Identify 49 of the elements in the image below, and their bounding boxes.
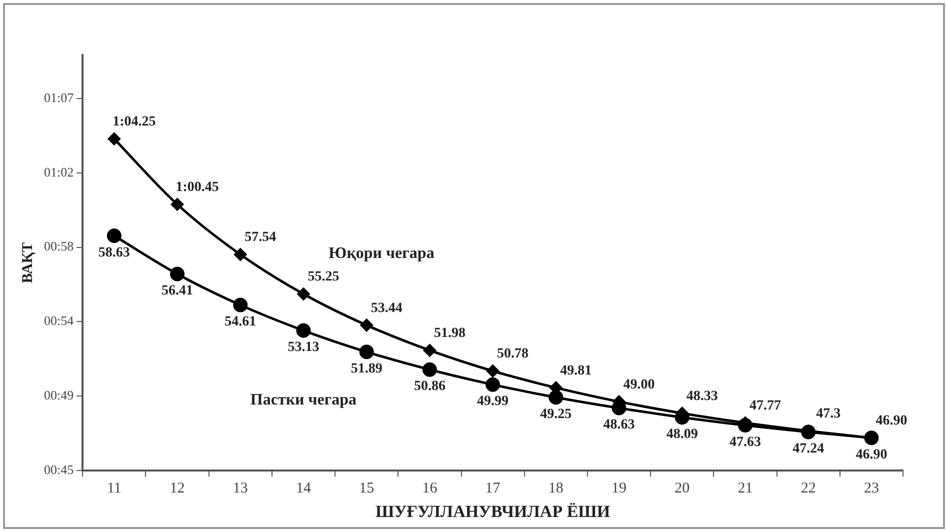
data-label: 53.13 [288, 340, 320, 356]
data-label: 46.90 [856, 447, 888, 462]
x-tick-label: 12 [170, 480, 185, 497]
data-label: 1:00.45 [176, 180, 219, 195]
x-tick-label: 18 [548, 480, 564, 497]
y-tick-label: 01:02 [44, 164, 74, 180]
y-tick-label: 01:07 [44, 90, 74, 105]
x-tick-label: 11 [106, 480, 122, 497]
text: Юқори чегара [328, 245, 434, 262]
data-label: 47.77 [749, 398, 781, 414]
y-tick-label: 00:54 [44, 313, 74, 328]
x-tick-label: 22 [800, 480, 816, 497]
data-label: 48.33 [686, 388, 718, 404]
data-label: 47.63 [729, 434, 761, 450]
y-tick-label: 00:45 [44, 462, 74, 478]
data-label: 55.25 [308, 270, 340, 285]
data-label: 51.89 [350, 361, 382, 376]
data-label: 51.98 [434, 326, 466, 341]
x-tick-label: 23 [864, 480, 879, 497]
data-label: 58.63 [98, 245, 130, 260]
data-label: 50.86 [414, 379, 446, 394]
data-label: 53.44 [370, 300, 402, 316]
data-label: 48.09 [666, 426, 698, 442]
x-tick-label: 20 [674, 480, 690, 497]
data-label: 50.78 [497, 346, 529, 362]
x-tick-label: 16 [422, 480, 438, 497]
data-label: 49.00 [623, 377, 655, 392]
text: Пастки чегара [250, 392, 357, 409]
y-axis-title: ВАҚТ [20, 242, 36, 284]
data-label: 57.54 [244, 230, 276, 246]
x-tick-label: 15 [359, 480, 374, 497]
y-tick-label: 00:58 [44, 238, 74, 254]
data-label: 49.99 [477, 394, 509, 410]
data-label: 49.81 [560, 363, 592, 378]
x-tick-label: 17 [485, 480, 501, 497]
data-label: 56.41 [162, 284, 194, 299]
x-tick-label: 19 [612, 480, 627, 497]
data-label: 49.25 [540, 406, 572, 422]
x-axis-title: ШУҒУЛЛАНУВЧИЛАР ЁШИ [376, 502, 610, 522]
data-label: 47.24 [792, 442, 824, 457]
data-label: 46.90 [876, 413, 908, 428]
x-tick-label: 13 [232, 480, 248, 497]
x-tick-label: 14 [296, 480, 312, 497]
data-label: 1:04.25 [112, 114, 156, 130]
y-tick-label: 00:49 [44, 388, 74, 403]
data-label: 47.3 [816, 406, 841, 422]
data-label: 54.61 [224, 314, 256, 330]
x-tick-label: 21 [738, 480, 753, 497]
data-label: 48.63 [603, 418, 635, 433]
